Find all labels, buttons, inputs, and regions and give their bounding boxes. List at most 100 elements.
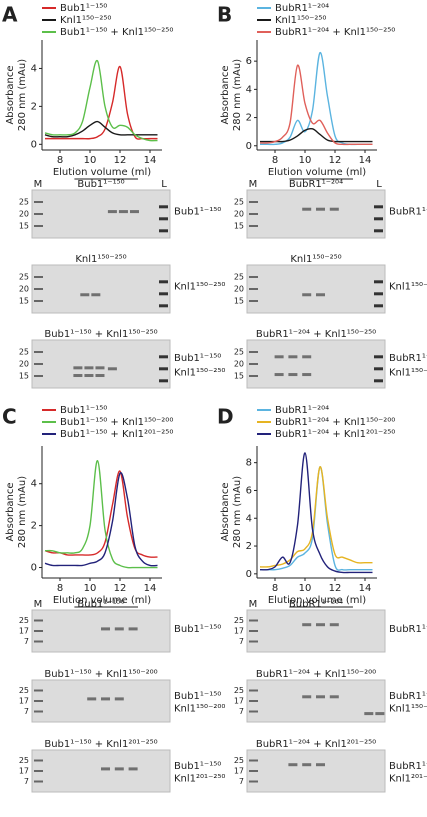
mw-label: 25	[19, 273, 29, 282]
protein-band	[302, 695, 312, 699]
gel-title: BubR1¹⁻²⁰⁴ + Knl1¹⁵⁰⁻²⁰⁰	[256, 669, 376, 680]
marker-band	[249, 630, 258, 632]
mw-label: 20	[19, 285, 29, 294]
y-axis-label: 280 nm (mAu)	[232, 59, 243, 131]
lane-label: M	[249, 599, 258, 610]
panel-label: C	[2, 405, 17, 429]
mw-label: 15	[234, 372, 244, 381]
load-band	[159, 304, 168, 308]
gel	[31, 749, 171, 793]
marker-band	[34, 780, 43, 783]
load-band	[159, 205, 168, 209]
lane-label: M	[249, 179, 258, 190]
marker-band	[249, 213, 258, 215]
x-tick-label: 14	[144, 155, 157, 166]
protein-band	[329, 623, 339, 627]
mw-label: 25	[19, 686, 29, 695]
mw-label: 15	[19, 297, 29, 306]
gel	[31, 609, 171, 653]
mw-label: 20	[234, 210, 244, 219]
mw-label: 17	[19, 627, 29, 636]
series-line	[45, 65, 158, 140]
marker-band	[249, 288, 258, 290]
x-tick-label: 8	[57, 583, 63, 594]
protein-band	[80, 293, 90, 297]
marker-band	[249, 759, 258, 762]
y-axis-label: Absorbance	[220, 482, 231, 541]
protein-band	[329, 695, 339, 699]
legend-label: Knl1¹⁵⁰⁻²⁵⁰	[60, 15, 111, 26]
mw-label: 25	[19, 616, 29, 625]
protein-band	[87, 697, 97, 701]
protein-band	[274, 373, 284, 377]
protein-band	[302, 373, 312, 377]
y-tick-label: 0	[246, 569, 252, 580]
gel	[246, 264, 386, 314]
legend-label: Bub1¹⁻¹⁵⁰ + Knl1¹⁵⁰⁻²⁵⁰	[60, 27, 173, 38]
marker-band	[249, 201, 258, 203]
x-tick-label: 10	[299, 583, 312, 594]
marker-band	[249, 276, 258, 278]
lane-label: M	[34, 179, 43, 190]
marker-band	[34, 213, 43, 215]
panel-label: D	[217, 405, 234, 429]
y-tick-label: 2	[31, 101, 37, 112]
protein-band	[288, 355, 298, 359]
protein-band	[114, 627, 124, 631]
legend-label: Bub1¹⁻¹⁵⁰ + Knl1²⁰¹⁻²⁵⁰	[60, 429, 173, 440]
protein-band	[329, 207, 339, 211]
mw-label: 25	[234, 616, 244, 625]
protein-band	[107, 367, 117, 371]
gel	[246, 679, 386, 723]
protein-band	[73, 374, 83, 378]
panel-label: A	[2, 3, 18, 27]
gel-title: Bub1¹⁻¹⁵⁰ + Knl1¹⁵⁰⁻²⁰⁰	[44, 669, 157, 680]
protein-band	[118, 210, 128, 214]
series-line	[44, 120, 158, 138]
x-tick-label: 10	[84, 583, 97, 594]
marker-band	[34, 375, 43, 377]
x-tick-label: 14	[359, 155, 372, 166]
gel-title: Bub1¹⁻¹⁵⁰	[77, 599, 124, 610]
protein-band	[128, 767, 138, 771]
y-tick-label: 2	[246, 541, 252, 552]
marker-band	[249, 619, 258, 622]
protein-band	[316, 293, 325, 297]
load-band	[374, 304, 383, 308]
load-band	[374, 367, 383, 371]
series-line	[259, 64, 373, 146]
series-line	[259, 466, 373, 571]
protein-band	[316, 623, 325, 627]
marker-band	[249, 225, 258, 227]
y-tick-label: 0	[31, 139, 37, 150]
band-label: Knl1¹⁵⁰⁻²⁰⁰	[389, 704, 427, 715]
x-axis-label: Elution volume (ml)	[268, 167, 366, 178]
protein-band	[95, 366, 105, 370]
gel	[31, 679, 171, 723]
y-tick-label: 4	[31, 63, 37, 74]
protein-band	[302, 623, 312, 627]
mw-label: 25	[234, 198, 244, 207]
gel-title: BubR1¹⁻²⁰⁴	[289, 179, 343, 190]
series-line	[44, 59, 158, 142]
mw-label: 15	[234, 297, 244, 306]
mw-label: 17	[234, 697, 244, 706]
y-tick-label: 2	[31, 521, 37, 532]
load-band	[374, 292, 383, 296]
mw-label: 25	[234, 686, 244, 695]
lane-label: L	[376, 179, 382, 190]
legend-label: BubR1¹⁻²⁰⁴ + Knl1¹⁵⁰⁻²⁰⁰	[275, 417, 395, 428]
gel	[246, 339, 386, 389]
x-tick-label: 12	[329, 155, 342, 166]
marker-band	[249, 300, 258, 302]
y-axis-label: 280 nm (mAu)	[17, 59, 28, 131]
marker-band	[34, 300, 43, 302]
series-line	[44, 472, 158, 567]
band-label: Bub1¹⁻¹⁵⁰	[174, 691, 221, 702]
marker-band	[34, 640, 43, 643]
gel	[246, 609, 386, 653]
marker-band	[249, 780, 258, 783]
mw-label: 20	[234, 360, 244, 369]
band-label: Bub1¹⁻¹⁵⁰	[174, 624, 221, 635]
band-label: Bub1¹⁻¹⁵⁰	[174, 761, 221, 772]
